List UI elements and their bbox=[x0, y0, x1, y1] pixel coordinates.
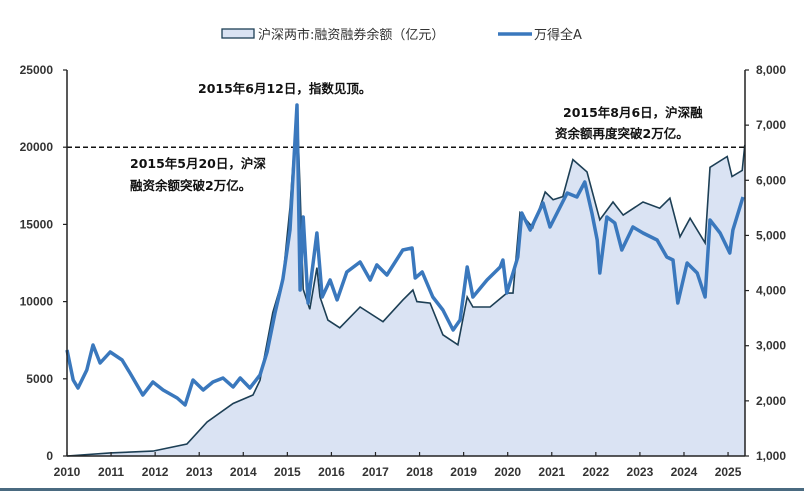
left-axis-tick-label: 15000 bbox=[20, 217, 54, 231]
bottom-border bbox=[0, 488, 804, 491]
legend-label-wind-all-a: 万得全A bbox=[534, 27, 582, 43]
x-axis-tick-label: 2011 bbox=[98, 465, 124, 479]
axes: 0 5000 10000 15000 20000 25000 1,000 2,000 3,000… bbox=[20, 63, 787, 479]
legend-label-margin-balance: 沪深两市:融资融券余额（亿元） bbox=[258, 27, 444, 43]
right-axis-tick-label: 7,000 bbox=[756, 118, 786, 132]
legend-swatch-margin-balance bbox=[221, 28, 255, 39]
annotation-second-2tn-line2: 资余额再度突破2万亿。 bbox=[555, 126, 689, 141]
left-axis-tick-label: 20000 bbox=[20, 140, 54, 154]
x-axis-tick-label: 2022 bbox=[582, 465, 609, 479]
x-axis-tick-label: 2012 bbox=[142, 465, 169, 479]
wind-all-a-line bbox=[65, 103, 745, 407]
right-axis-tick-label: 8,000 bbox=[756, 63, 786, 77]
left-axis-tick-label: 5000 bbox=[26, 372, 53, 386]
legend: 沪深两市:融资融券余额（亿元） 万得全A bbox=[221, 27, 582, 43]
x-axis-tick-label: 2018 bbox=[406, 465, 433, 479]
x-axis-tick-label: 2021 bbox=[538, 465, 565, 479]
annotation-first-2tn-line2: 融资余额突破2万亿。 bbox=[130, 178, 251, 193]
x-axis-tick-label: 2019 bbox=[450, 465, 477, 479]
right-axis-tick-label: 3,000 bbox=[756, 339, 786, 353]
left-axis-tick-label: 25000 bbox=[20, 63, 54, 77]
x-axis-tick-label: 2025 bbox=[715, 465, 742, 479]
x-axis-tick-label: 2020 bbox=[494, 465, 521, 479]
annotation-second-2tn-line1: 2015年8月6日，沪深融 bbox=[563, 105, 703, 120]
margin-balance-area bbox=[67, 105, 745, 456]
x-axis-tick-label: 2024 bbox=[671, 465, 698, 479]
right-axis-tick-label: 1,000 bbox=[756, 449, 786, 463]
x-axis-tick-label: 2023 bbox=[627, 465, 654, 479]
right-axis-tick-label: 4,000 bbox=[756, 284, 786, 298]
right-axis-tick-label: 6,000 bbox=[756, 173, 786, 187]
x-axis-tick-label: 2015 bbox=[274, 465, 301, 479]
wind-all-a-series bbox=[65, 103, 745, 407]
x-axis-tick-label: 2010 bbox=[54, 465, 81, 479]
x-axis-tick-label: 2016 bbox=[318, 465, 345, 479]
x-axis-tick-label: 2017 bbox=[362, 465, 389, 479]
right-axis-tick-label: 2,000 bbox=[756, 394, 786, 408]
annotation-peak: 2015年6月12日，指数见顶。 bbox=[198, 81, 371, 96]
right-axis-tick-label: 5,000 bbox=[756, 228, 786, 242]
annotation-first-2tn-line1: 2015年5月20日，沪深 bbox=[130, 156, 266, 171]
x-axis-tick-label: 2014 bbox=[230, 465, 257, 479]
x-axis-tick-label: 2013 bbox=[186, 465, 213, 479]
left-axis-tick-label: 0 bbox=[46, 449, 53, 463]
left-axis-tick-label: 10000 bbox=[20, 295, 54, 309]
